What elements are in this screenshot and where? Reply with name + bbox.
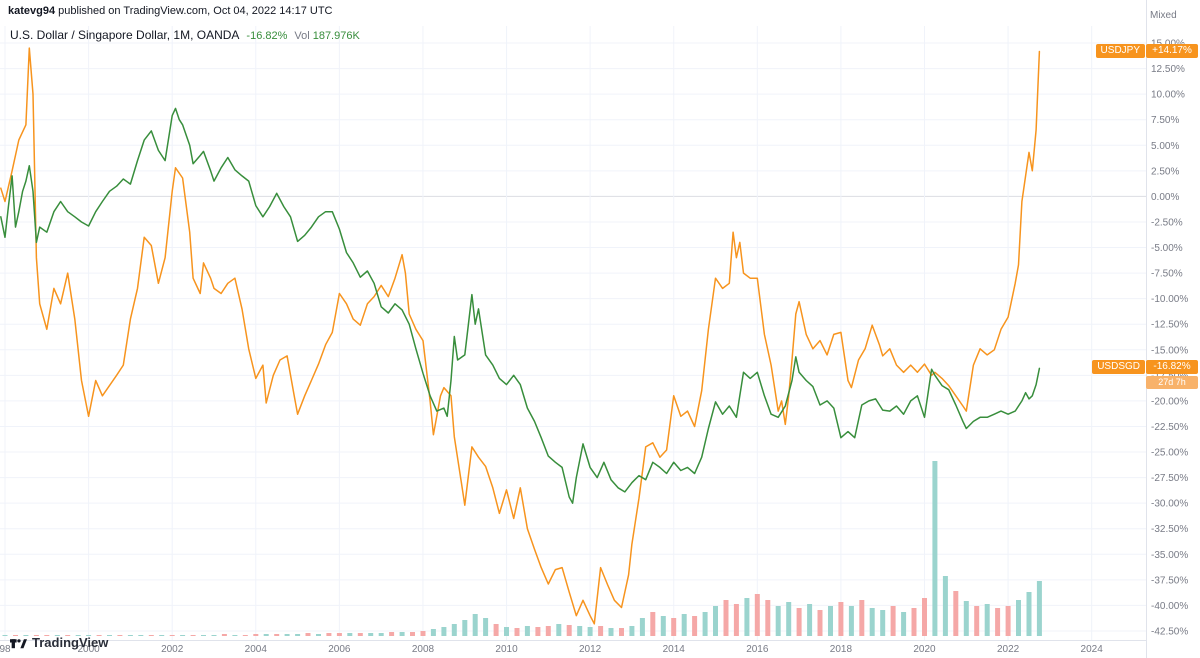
tradingview-logo-icon bbox=[10, 636, 27, 650]
svg-text:-42.50%: -42.50% bbox=[1151, 627, 1188, 638]
bar-countdown-label: 27d 7h bbox=[1146, 376, 1198, 389]
time-scale[interactable] bbox=[0, 641, 1146, 658]
attribution-text: published on TradingView.com, Oct 04, 20… bbox=[55, 5, 333, 17]
attribution-bar: katevg94 published on TradingView.com, O… bbox=[8, 5, 333, 17]
svg-text:0.00%: 0.00% bbox=[1151, 192, 1179, 203]
svg-text:-40.00%: -40.00% bbox=[1151, 601, 1188, 612]
svg-text:-35.00%: -35.00% bbox=[1151, 550, 1188, 561]
usdsgd-last-value: -16.82% bbox=[1146, 360, 1198, 374]
svg-text:2024: 2024 bbox=[1081, 644, 1104, 655]
legend-volume-label: Vol bbox=[294, 30, 310, 42]
svg-text:-5.00%: -5.00% bbox=[1151, 243, 1183, 254]
svg-text:-25.00%: -25.00% bbox=[1151, 448, 1188, 459]
chart-legend: U.S. Dollar / Singapore Dollar, 1M, OAND… bbox=[10, 28, 360, 42]
usdsgd-symbol-tag: USDSGD bbox=[1092, 360, 1145, 374]
svg-text:10.00%: 10.00% bbox=[1151, 90, 1185, 101]
svg-text:-32.50%: -32.50% bbox=[1151, 524, 1188, 535]
svg-text:-30.00%: -30.00% bbox=[1151, 499, 1188, 510]
svg-text:2016: 2016 bbox=[746, 644, 769, 655]
usdjpy-price-label: USDJPY +14.17% bbox=[1095, 44, 1198, 58]
legend-volume: Vol 187.976K bbox=[294, 30, 359, 42]
usdjpy-symbol-tag: USDJPY bbox=[1095, 44, 1145, 58]
svg-text:12.50%: 12.50% bbox=[1151, 64, 1185, 75]
svg-text:-7.50%: -7.50% bbox=[1151, 269, 1183, 280]
svg-text:98: 98 bbox=[0, 644, 11, 655]
svg-text:2014: 2014 bbox=[663, 644, 686, 655]
legend-volume-value: 187.976K bbox=[312, 30, 360, 42]
legend-change-value: -16.82% bbox=[246, 30, 288, 42]
attribution-username: katevg94 bbox=[8, 5, 56, 17]
svg-text:-2.50%: -2.50% bbox=[1151, 217, 1183, 228]
usdsgd-price-label: USDSGD -16.82% bbox=[1092, 360, 1198, 374]
svg-text:2022: 2022 bbox=[997, 644, 1020, 655]
price-scale-mode-label: Mixed bbox=[1150, 10, 1177, 21]
svg-text:2004: 2004 bbox=[245, 644, 268, 655]
tradingview-logo-link[interactable]: TradingView bbox=[10, 635, 108, 650]
legend-symbol-title[interactable]: U.S. Dollar / Singapore Dollar, 1M, OAND… bbox=[10, 28, 240, 42]
svg-text:2006: 2006 bbox=[328, 644, 351, 655]
svg-text:2000: 2000 bbox=[77, 644, 100, 655]
tradingview-brand-text: TradingView bbox=[32, 635, 109, 650]
svg-text:-10.00%: -10.00% bbox=[1151, 294, 1188, 305]
svg-text:-20.00%: -20.00% bbox=[1151, 396, 1188, 407]
svg-text:-22.50%: -22.50% bbox=[1151, 422, 1188, 433]
svg-text:2.50%: 2.50% bbox=[1151, 166, 1179, 177]
svg-text:-37.50%: -37.50% bbox=[1151, 575, 1188, 586]
usdjpy-last-value: +14.17% bbox=[1146, 44, 1198, 58]
price-scale[interactable] bbox=[1147, 26, 1200, 640]
svg-text:2020: 2020 bbox=[913, 644, 936, 655]
svg-text:-12.50%: -12.50% bbox=[1151, 320, 1188, 331]
svg-text:7.50%: 7.50% bbox=[1151, 115, 1179, 126]
svg-text:5.00%: 5.00% bbox=[1151, 141, 1179, 152]
svg-text:-15.00%: -15.00% bbox=[1151, 345, 1188, 356]
svg-text:2012: 2012 bbox=[579, 644, 602, 655]
svg-text:2010: 2010 bbox=[495, 644, 518, 655]
svg-text:2008: 2008 bbox=[412, 644, 435, 655]
svg-text:2018: 2018 bbox=[830, 644, 853, 655]
svg-text:-27.50%: -27.50% bbox=[1151, 473, 1188, 484]
svg-text:2002: 2002 bbox=[161, 644, 184, 655]
